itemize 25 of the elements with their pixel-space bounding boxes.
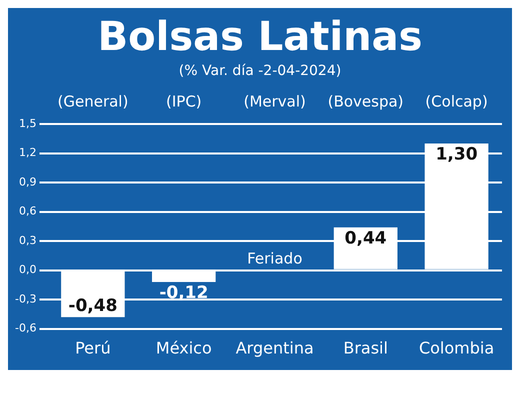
x-tick-label: Brasil bbox=[343, 338, 388, 358]
y-tick-label: 0,6 bbox=[18, 204, 36, 218]
x-tick-label: México bbox=[156, 338, 212, 358]
text: Feriado bbox=[247, 250, 302, 268]
x-tick-label: Perú bbox=[75, 338, 111, 358]
y-tick-label: 0,0 bbox=[18, 263, 36, 276]
data-label: 0,44 bbox=[344, 228, 387, 248]
y-tick-label: -0,3 bbox=[14, 292, 36, 306]
data-label: -0,12 bbox=[159, 282, 208, 303]
text: (General) bbox=[58, 92, 128, 110]
text: (IPC) bbox=[166, 92, 202, 110]
y-tick-label: 0,3 bbox=[18, 234, 36, 247]
y-tick-label: -0,6 bbox=[14, 322, 36, 335]
data-label: 1,30 bbox=[436, 144, 478, 164]
data-label: -0,48 bbox=[68, 296, 118, 316]
text: (Colcap) bbox=[425, 92, 488, 110]
y-tick-label: 1,2 bbox=[18, 146, 36, 160]
text: (Merval) bbox=[244, 92, 306, 110]
y-tick-label: 1,5 bbox=[18, 116, 36, 130]
y-tick-label: 0,9 bbox=[18, 175, 36, 188]
chart-title: Bolsas Latinas bbox=[96, 13, 424, 62]
x-tick-label: Colombia bbox=[418, 338, 494, 358]
text: (Bovespa) bbox=[328, 92, 404, 110]
chart-subtitle: (% Var. día -2-04-2024) bbox=[178, 62, 342, 80]
x-tick-label: Argentina bbox=[236, 338, 314, 358]
